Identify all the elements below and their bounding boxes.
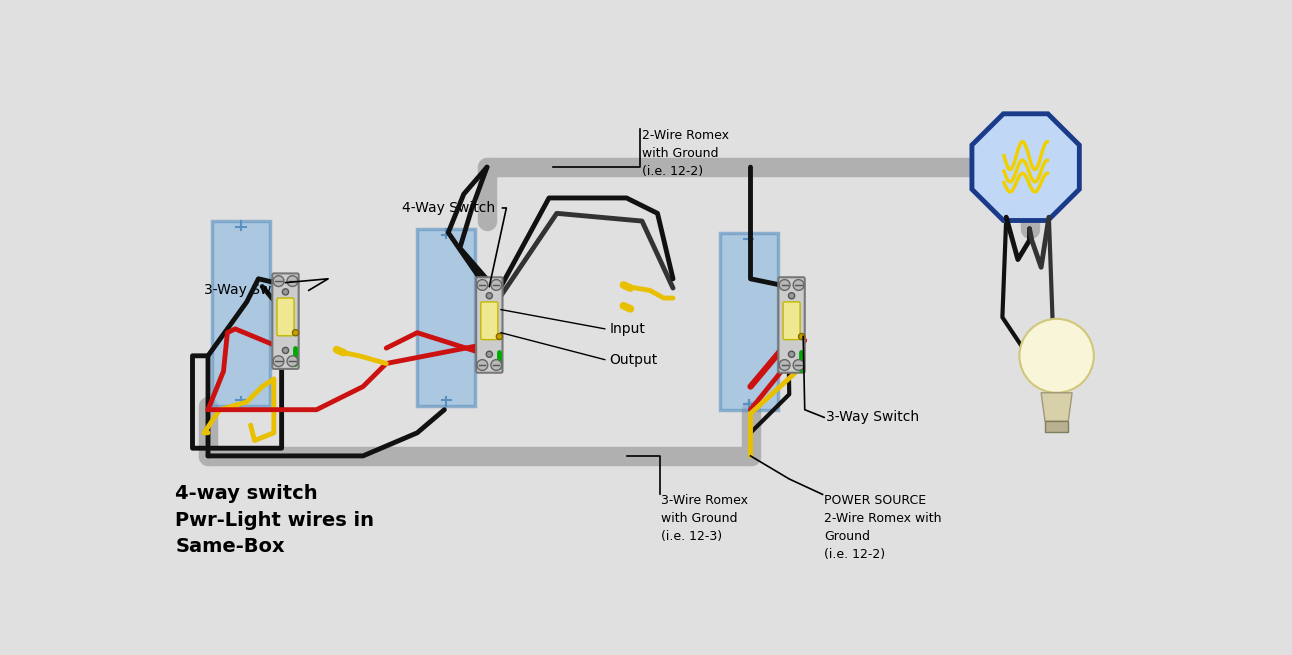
Circle shape <box>287 356 298 367</box>
Polygon shape <box>1041 393 1072 421</box>
Polygon shape <box>972 114 1079 221</box>
Circle shape <box>779 360 789 371</box>
Circle shape <box>793 280 804 290</box>
Circle shape <box>283 289 288 295</box>
Circle shape <box>491 280 501 290</box>
Text: POWER SOURCE
2-Wire Romex with
Ground
(i.e. 12-2): POWER SOURCE 2-Wire Romex with Ground (i… <box>824 495 942 561</box>
Circle shape <box>793 360 804 371</box>
Bar <box>212 221 270 406</box>
FancyBboxPatch shape <box>778 277 805 373</box>
FancyBboxPatch shape <box>481 302 497 340</box>
Text: 4-way switch
Pwr-Light wires in
Same-Box: 4-way switch Pwr-Light wires in Same-Box <box>176 484 375 556</box>
Circle shape <box>477 360 488 371</box>
Circle shape <box>1019 319 1094 393</box>
Circle shape <box>486 293 492 299</box>
Circle shape <box>486 351 492 358</box>
FancyBboxPatch shape <box>276 298 295 336</box>
Text: 3-Wire Romex
with Ground
(i.e. 12-3): 3-Wire Romex with Ground (i.e. 12-3) <box>662 495 748 544</box>
Text: 2-Wire Romex
with Ground
(i.e. 12-2): 2-Wire Romex with Ground (i.e. 12-2) <box>642 128 729 178</box>
Text: Input: Input <box>610 322 645 336</box>
Circle shape <box>287 276 298 286</box>
Circle shape <box>788 351 795 358</box>
Circle shape <box>477 280 488 290</box>
Text: Output: Output <box>610 352 658 367</box>
Circle shape <box>496 333 503 340</box>
Circle shape <box>779 280 789 290</box>
Bar <box>720 233 778 409</box>
FancyBboxPatch shape <box>273 273 298 369</box>
Bar <box>417 229 475 406</box>
Circle shape <box>798 333 805 340</box>
Circle shape <box>273 356 284 367</box>
Text: 3-Way Switch: 3-Way Switch <box>204 284 297 297</box>
Circle shape <box>273 276 284 286</box>
FancyBboxPatch shape <box>477 277 503 373</box>
Bar <box>1045 421 1068 432</box>
Text: 3-Way Switch: 3-Way Switch <box>827 411 920 424</box>
Circle shape <box>788 293 795 299</box>
Circle shape <box>292 329 298 336</box>
Text: 4-Way Switch: 4-Way Switch <box>402 201 495 215</box>
FancyBboxPatch shape <box>783 302 800 340</box>
Circle shape <box>283 347 288 354</box>
Circle shape <box>491 360 501 371</box>
